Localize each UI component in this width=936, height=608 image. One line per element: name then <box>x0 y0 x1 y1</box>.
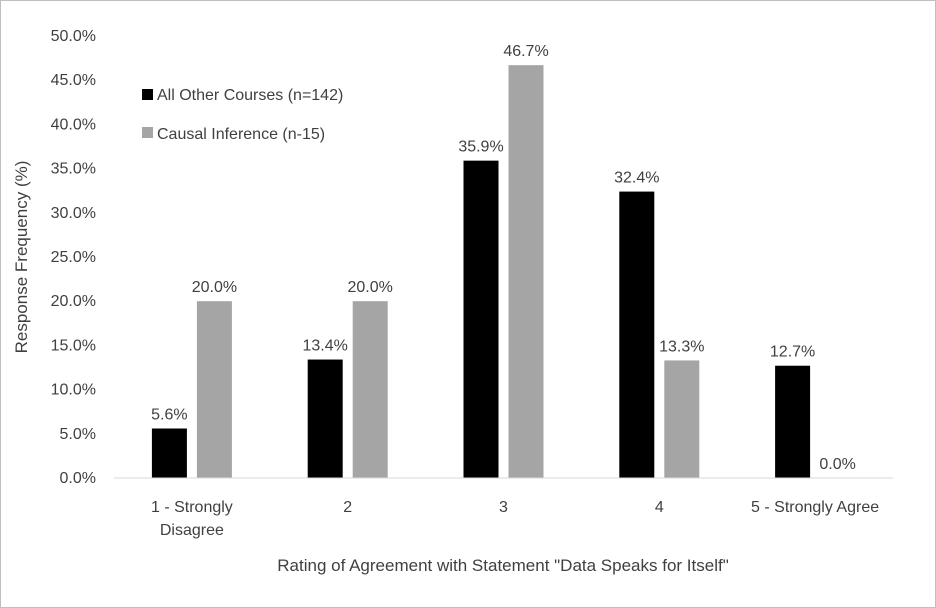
y-tick-label: 40.0% <box>51 116 96 133</box>
x-tick-label: 5 - Strongly Agree <box>751 499 879 516</box>
x-tick-label: 1 - Strongly Disagree <box>151 499 233 539</box>
data-label: 0.0% <box>819 456 855 473</box>
y-tick-label: 10.0% <box>51 382 96 399</box>
legend-swatch-all-other-courses <box>142 89 153 100</box>
bar-series-1-category-2 <box>307 359 343 478</box>
data-label: 20.0% <box>192 279 237 296</box>
legend: All Other Courses (n=142) Causal Inferen… <box>142 87 343 143</box>
bar-series-2-category-3 <box>508 65 544 478</box>
data-label: 46.7% <box>503 43 548 60</box>
y-tick-label: 5.0% <box>60 426 96 443</box>
data-label: 13.4% <box>303 338 348 355</box>
y-axis-title: Response Frequency (%) <box>12 161 31 354</box>
y-tick-label: 0.0% <box>60 470 96 487</box>
bar-series-1-category-5 <box>775 365 811 478</box>
legend-label-all-other-courses: All Other Courses (n=142) <box>157 87 343 104</box>
x-tick-label: 4 <box>655 499 664 516</box>
data-label: 5.6% <box>151 406 187 423</box>
x-tick-label: 2 <box>343 499 352 516</box>
legend-swatch-causal-inference <box>142 127 153 138</box>
y-tick-label: 20.0% <box>51 293 96 310</box>
y-axis-ticks: 0.0% 5.0% 10.0% 15.0% 20.0% 25.0% 30.0% 35.0% 40… <box>51 28 96 487</box>
x-tick-label: 3 <box>499 499 508 516</box>
y-tick-label: 25.0% <box>51 249 96 266</box>
y-tick-label: 35.0% <box>51 161 96 178</box>
data-label: 12.7% <box>770 344 815 361</box>
data-label: 35.9% <box>458 139 503 156</box>
data-label: 32.4% <box>614 170 659 187</box>
bars <box>151 65 811 479</box>
data-label: 20.0% <box>348 279 393 296</box>
bar-series-2-category-1 <box>196 301 232 478</box>
data-labels: 5.6% 13.4% 35.9% 32.4% 12.7% 20.0% 20.0% 46.7% 1… <box>151 43 856 473</box>
y-tick-label: 50.0% <box>51 28 96 45</box>
y-tick-label: 30.0% <box>51 205 96 222</box>
y-tick-label: 15.0% <box>51 337 96 354</box>
data-label: 13.3% <box>659 338 704 355</box>
bar-series-2-category-4 <box>664 360 700 478</box>
bar-series-1-category-3 <box>463 160 499 479</box>
bar-series-1-category-1 <box>151 428 187 478</box>
y-tick-label: 45.0% <box>51 72 96 89</box>
x-axis-ticks: 1 - Strongly Disagree 2 3 4 5 - Strongly Agre… <box>151 499 879 539</box>
bar-series-2-category-2 <box>352 301 388 478</box>
legend-label-causal-inference: Causal Inference (n-15) <box>157 126 325 143</box>
bar-series-1-category-4 <box>619 191 655 479</box>
x-axis-title: Rating of Agreement with Statement "Data… <box>277 556 728 575</box>
